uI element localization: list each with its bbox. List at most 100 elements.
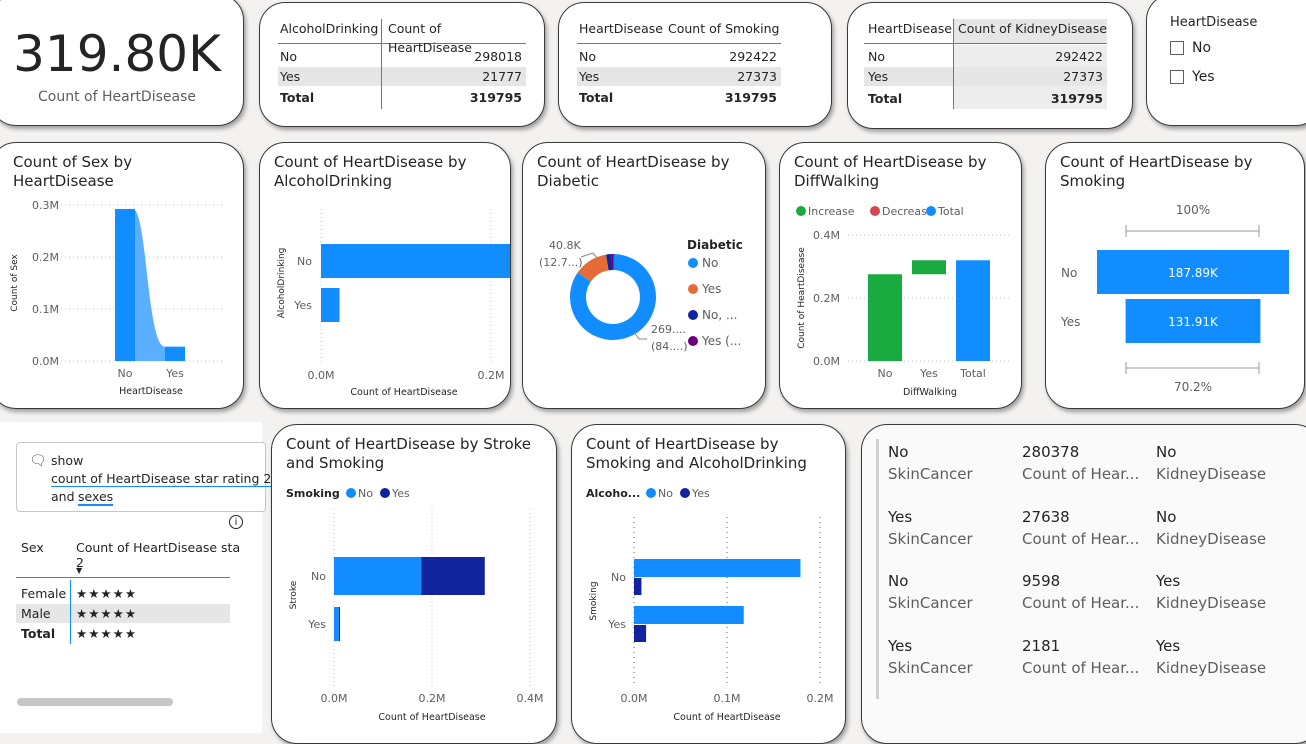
bar-yes-no[interactable] [634, 606, 744, 624]
star-rating: ★★★★★ [76, 606, 138, 621]
checkbox-icon[interactable] [1170, 41, 1184, 55]
funnel-bar-no[interactable] [1097, 250, 1289, 294]
multirow-label: Count of Hear... [1022, 465, 1140, 483]
multirow-value: 2181 [1022, 636, 1061, 655]
qa-visual[interactable]: 🗨 show count of HeartDisease star rating… [0, 422, 272, 733]
multirow-card[interactable]: No SkinCancer 280378 Count of Hear... No Kidn… [861, 424, 1306, 744]
heartdisease-slicer[interactable]: HeartDisease No Yes [1146, 0, 1306, 126]
multirow-item[interactable]: Yes SkinCancer 27638 Count of Hear... No Kidn… [888, 508, 1306, 558]
donut-slice-2[interactable] [606, 254, 613, 271]
table-row: Male ★★★★★ [16, 604, 230, 623]
heartdisease-by-smoking-alcohol-card[interactable]: Count of HeartDisease by Smoking and Alc… [571, 424, 846, 744]
bar-yes-yes[interactable] [338, 607, 340, 641]
column-header[interactable]: Count of HeartDisease sta [76, 540, 241, 555]
legend-item[interactable]: Total [937, 205, 964, 218]
chat-icon: 🗨 [29, 453, 47, 469]
bar-yes[interactable] [165, 346, 185, 361]
qa-input-box[interactable]: 🗨 show count of HeartDisease star rating… [16, 442, 272, 512]
qa-query-text[interactable]: count of HeartDisease star rating 2 [51, 471, 272, 487]
alcohol-table: AlcoholDrinking Count of HeartDisease No… [278, 19, 526, 114]
legend-title: Diabetic [687, 238, 743, 252]
column-header[interactable]: AlcoholDrinking [280, 21, 379, 36]
legend-item[interactable]: Yes [391, 487, 410, 500]
chart-title: Count of HeartDisease by DiffWalking [794, 153, 986, 191]
legend-item[interactable]: Decrease [882, 205, 934, 218]
qa-query-link[interactable]: sexes [78, 489, 114, 506]
bar-no-yes[interactable] [421, 557, 485, 595]
y-axis-label: Count of HeartDisease [797, 247, 807, 349]
bar-yes[interactable] [321, 288, 340, 322]
legend-dot [796, 206, 806, 216]
slicer-option-no[interactable]: No [1170, 40, 1211, 56]
legend-dot [380, 488, 390, 498]
y-tick-label: Yes [307, 618, 326, 631]
donut-slice-1[interactable] [577, 254, 609, 282]
bar-yes-yes[interactable] [634, 625, 647, 642]
multirow-item[interactable]: Yes SkinCancer 2181 Count of Hear... Yes Kidn… [888, 637, 1306, 687]
sex-by-heartdisease-card[interactable]: Count of Sex by HeartDisease Count of Se… [0, 142, 244, 409]
y-tick-label: No [611, 571, 626, 584]
column-header[interactable]: Count of HeartDisease [388, 21, 472, 55]
donut-slice-0[interactable] [570, 254, 656, 340]
legend-item[interactable]: No [358, 487, 373, 500]
kpi-card[interactable]: 319.80K Count of HeartDisease [0, 0, 244, 126]
legend-item[interactable]: Yes [701, 282, 721, 296]
column-header[interactable]: HeartDisease [579, 21, 663, 36]
info-icon[interactable]: i [229, 515, 243, 529]
table-row: Yes 27373 [577, 67, 781, 86]
funnel-bar-yes[interactable] [1125, 299, 1261, 343]
multirow-item[interactable]: No SkinCancer 9598 Count of Hear... Yes Kidne… [888, 572, 1306, 622]
heartdisease-by-diabetic-card[interactable]: Count of HeartDisease by Diabetic 40.8K … [522, 142, 766, 409]
multirow-label: KidneyDisease [1156, 594, 1267, 612]
slicer-option-yes[interactable]: Yes [1170, 69, 1215, 85]
x-axis-label: HeartDisease [119, 386, 183, 397]
heartdisease-by-alcohol-card[interactable]: Count of HeartDisease by AlcoholDrinking… [259, 142, 511, 409]
column-header[interactable]: Count of KidneyDisease [958, 21, 1107, 36]
heartdisease-by-diffwalking-card[interactable]: Count of HeartDisease by DiffWalking Cou… [779, 142, 1022, 409]
legend-item[interactable]: Yes (... [701, 334, 741, 348]
horizontal-scrollbar[interactable] [17, 698, 173, 706]
sort-down-icon[interactable]: ▼ [76, 566, 83, 575]
table-cell: No [280, 49, 297, 64]
column-header[interactable]: Sex [21, 540, 44, 555]
waterfall-bar-total[interactable] [956, 260, 990, 361]
legend-item[interactable]: No [702, 256, 718, 270]
callout-label: (12.7...) [539, 256, 583, 269]
smoking-table-card[interactable]: HeartDisease Count of Smoking No 292422 … [558, 2, 832, 127]
chart-title: Count of HeartDisease by Smoking [1060, 153, 1252, 191]
column-header[interactable]: HeartDisease [868, 21, 952, 36]
chart-title-line: Count of HeartDisease by [794, 153, 987, 171]
alcohol-bar-chart: AlcoholDrinking Count of HeartDisease 0.… [277, 209, 511, 398]
bar-no[interactable] [321, 244, 511, 278]
checkbox-icon[interactable] [1170, 70, 1184, 84]
bar-no-no[interactable] [334, 557, 422, 595]
multirow-value: No [888, 572, 909, 590]
legend-item[interactable]: Yes [691, 487, 710, 500]
callout-line [633, 331, 647, 340]
multirow-item[interactable]: No SkinCancer 280378 Count of Hear... No Kidn… [888, 443, 1306, 493]
donut-slice-3[interactable] [611, 254, 614, 271]
bar-no[interactable] [115, 208, 135, 361]
table-total-row: Total 319795 [278, 88, 526, 107]
waterfall-bar-no[interactable] [868, 274, 902, 361]
y-tick-label: Yes [293, 299, 312, 312]
callout-label: 269.... [651, 323, 686, 336]
waterfall-bar-yes[interactable] [912, 260, 946, 275]
multirow-value: Yes [888, 636, 913, 655]
heartdisease-by-stroke-smoking-card[interactable]: Count of HeartDisease by Stroke and Smok… [271, 424, 557, 744]
alcohol-table-card[interactable]: AlcoholDrinking Count of HeartDisease No… [259, 2, 545, 127]
funnel-category-label: Yes [1060, 315, 1080, 329]
legend-item[interactable]: No [658, 487, 673, 500]
multirow-label: SkinCancer [888, 465, 973, 483]
legend-item[interactable]: Increase [808, 205, 855, 218]
smoking-alcohol-bar-chart: Alcoho... Smoking Count of HeartDisease … [586, 487, 833, 723]
legend-item[interactable]: No, ... [702, 308, 737, 322]
kidney-table-card[interactable]: HeartDisease Count of KidneyDisease No 2… [847, 2, 1133, 129]
column-header[interactable]: Count of Smoking [668, 21, 780, 36]
bar-no-no[interactable] [634, 559, 801, 577]
multirow-label: Count of Hear... [1022, 594, 1140, 612]
bar-no-yes[interactable] [634, 578, 642, 595]
multirow-value: Yes [888, 507, 913, 526]
bar-yes-no[interactable] [334, 607, 339, 641]
heartdisease-by-smoking-card[interactable]: Count of HeartDisease by Smoking 100% 70… [1045, 142, 1305, 409]
